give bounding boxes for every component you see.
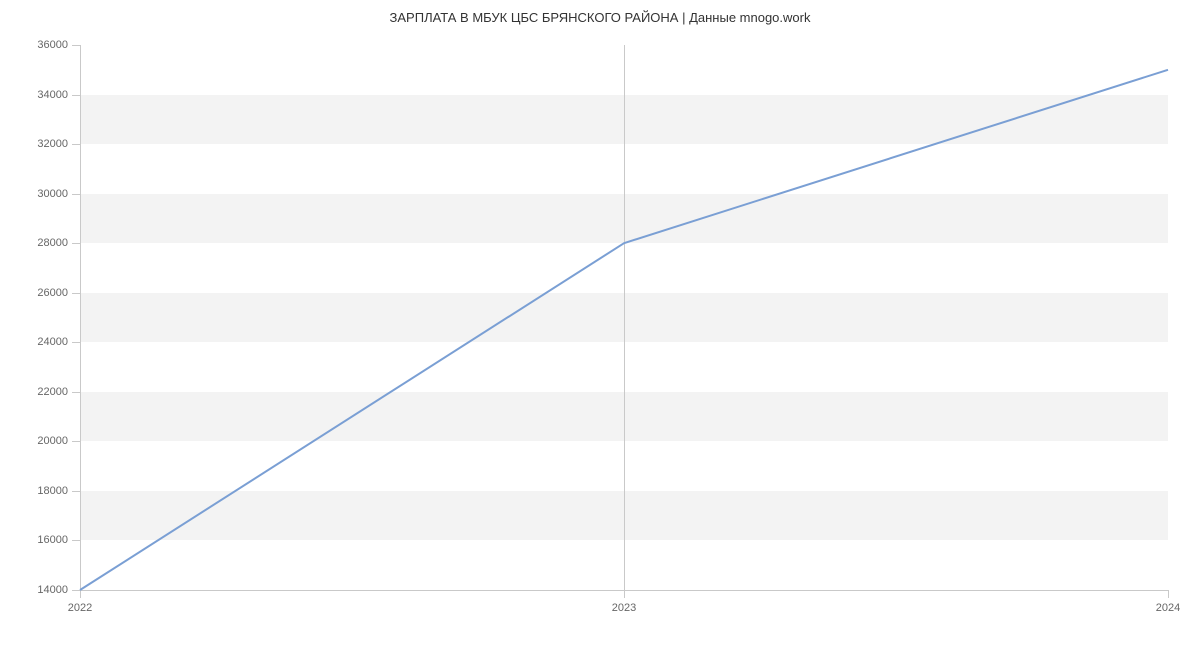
y-tick <box>72 243 80 244</box>
x-tick-label: 2023 <box>612 602 636 614</box>
y-tick-label: 24000 <box>28 336 68 348</box>
y-tick-label: 22000 <box>28 386 68 398</box>
y-tick <box>72 342 80 343</box>
y-tick <box>72 590 80 591</box>
y-tick <box>72 491 80 492</box>
chart-title: ЗАРПЛАТА В МБУК ЦБС БРЯНСКОГО РАЙОНА | Д… <box>0 10 1200 25</box>
y-tick <box>72 540 80 541</box>
y-tick-label: 34000 <box>28 89 68 101</box>
y-tick <box>72 293 80 294</box>
y-tick-label: 14000 <box>28 584 68 596</box>
y-tick <box>72 441 80 442</box>
y-tick-label: 18000 <box>28 485 68 497</box>
y-tick-label: 20000 <box>28 435 68 447</box>
y-tick <box>72 194 80 195</box>
y-tick-label: 36000 <box>28 39 68 51</box>
series-line-salary <box>80 70 1168 590</box>
y-tick-label: 32000 <box>28 138 68 150</box>
y-tick <box>72 95 80 96</box>
salary-chart: ЗАРПЛАТА В МБУК ЦБС БРЯНСКОГО РАЙОНА | Д… <box>0 0 1200 650</box>
x-tick <box>1168 590 1169 598</box>
y-tick-label: 16000 <box>28 534 68 546</box>
series-layer <box>80 45 1168 590</box>
x-tick <box>624 590 625 598</box>
y-tick <box>72 144 80 145</box>
y-tick-label: 30000 <box>28 188 68 200</box>
y-tick-label: 26000 <box>28 287 68 299</box>
y-tick <box>72 45 80 46</box>
plot-area: 1400016000180002000022000240002600028000… <box>80 45 1168 590</box>
x-tick-label: 2022 <box>68 602 92 614</box>
y-tick <box>72 392 80 393</box>
x-tick-label: 2024 <box>1156 602 1180 614</box>
y-tick-label: 28000 <box>28 237 68 249</box>
x-tick <box>80 590 81 598</box>
